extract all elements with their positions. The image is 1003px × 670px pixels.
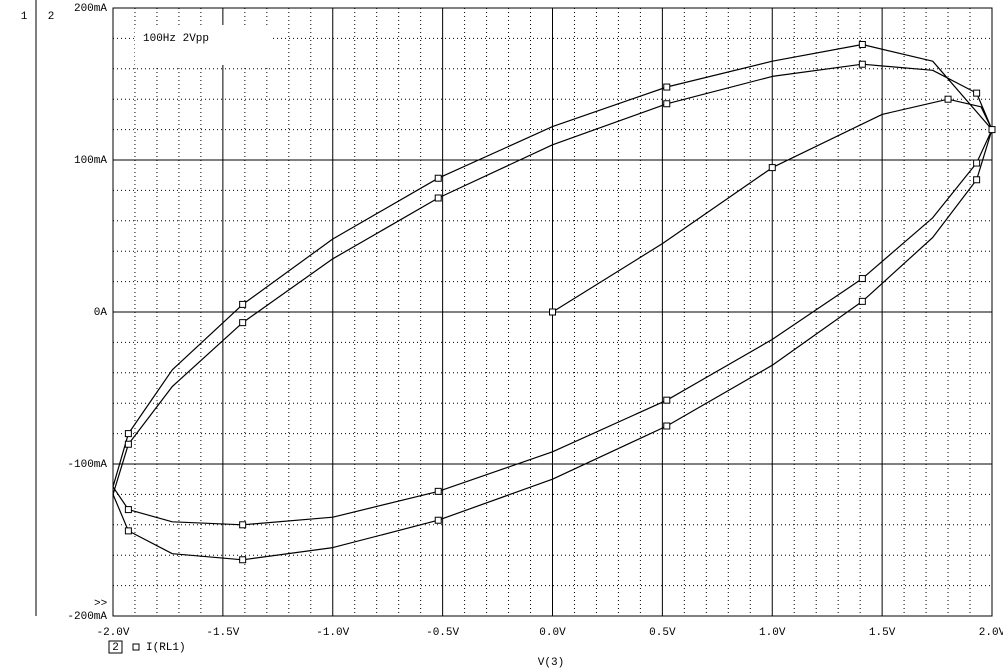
y-tick-label: -100mA xyxy=(67,459,107,471)
data-marker xyxy=(124,440,132,448)
legend-index: 2 xyxy=(112,642,119,654)
legend-label: I(RL1) xyxy=(146,642,186,654)
data-marker xyxy=(549,308,556,316)
legend-marker xyxy=(132,643,140,651)
data-marker xyxy=(663,422,671,430)
x-tick-label: 0.0V xyxy=(539,627,566,639)
data-marker xyxy=(858,297,866,305)
annotation-box xyxy=(135,25,270,65)
y-tick-label: -200mA xyxy=(67,611,107,623)
data-marker xyxy=(239,319,247,327)
x-tick-label: -1.5V xyxy=(206,627,239,639)
x-tick-label: -0.5V xyxy=(426,627,459,639)
plot-number: 1 xyxy=(21,11,28,23)
data-marker xyxy=(434,194,442,202)
data-marker xyxy=(973,176,981,184)
data-marker xyxy=(239,521,247,529)
x-tick-label: 1.5V xyxy=(869,627,896,639)
data-marker xyxy=(858,60,866,68)
y-tick-label: 100mA xyxy=(74,155,107,167)
x-tick-label: 2.0V xyxy=(979,627,1003,639)
plot-frame xyxy=(112,7,993,617)
data-marker xyxy=(973,159,981,167)
data-marker xyxy=(239,556,247,564)
data-marker xyxy=(124,506,132,514)
data-marker xyxy=(858,40,866,48)
data-marker xyxy=(434,516,442,524)
x-tick-label: -2.0V xyxy=(96,627,129,639)
data-marker xyxy=(434,174,442,182)
data-marker xyxy=(434,487,442,495)
x-tick-label: 1.0V xyxy=(759,627,786,639)
data-marker xyxy=(944,95,952,103)
series-line xyxy=(112,43,993,561)
data-marker xyxy=(663,83,671,91)
data-marker xyxy=(239,300,247,308)
data-marker xyxy=(768,164,776,172)
x-tick-label: -1.0V xyxy=(316,627,349,639)
plot-number: 2 xyxy=(48,11,55,23)
x-axis-label: V(3) xyxy=(538,657,564,669)
annotation: 100Hz 2Vpp xyxy=(143,33,209,45)
data-marker xyxy=(663,100,671,108)
legend-index-box xyxy=(108,640,123,654)
data-marker xyxy=(973,89,981,97)
data-marker xyxy=(988,126,996,134)
data-marker xyxy=(124,430,132,438)
y-tick-label: 0A xyxy=(94,307,108,319)
x-tick-label: 0.5V xyxy=(649,627,676,639)
data-marker xyxy=(663,396,671,404)
data-marker xyxy=(124,527,132,535)
y-tick-label: 200mA xyxy=(74,3,107,15)
data-marker xyxy=(858,275,866,283)
overflow-marker: >> xyxy=(94,598,107,610)
